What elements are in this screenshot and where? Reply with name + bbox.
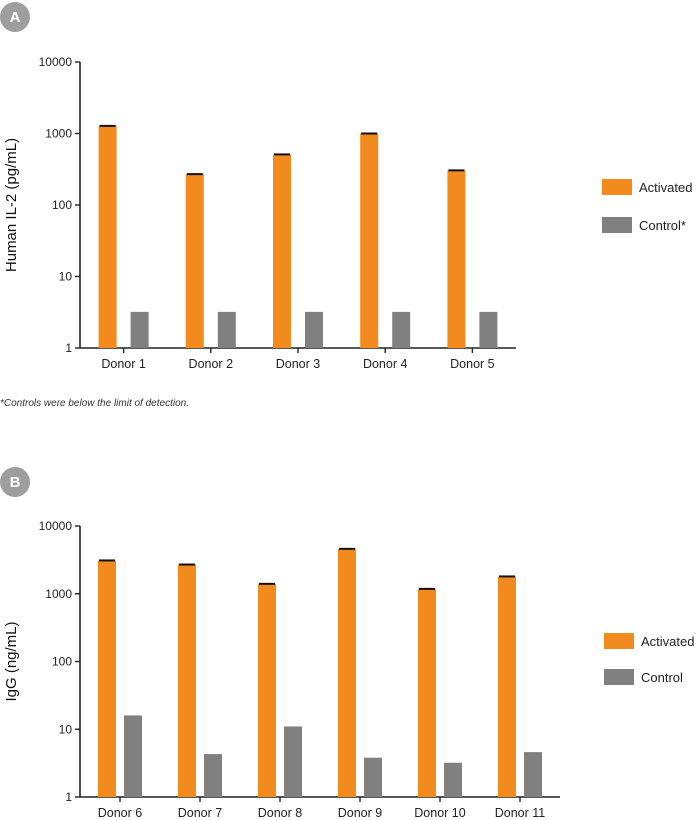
bar-control	[130, 311, 149, 348]
panel-a-letter: A	[10, 9, 21, 26]
legend-label-activated: Activated	[641, 634, 694, 649]
legend-label-control: Control*	[639, 218, 686, 233]
legend-swatch-activated	[604, 633, 634, 649]
panel-b-letter: B	[10, 474, 21, 491]
bar-activated	[338, 548, 356, 797]
bar-activated	[178, 564, 196, 797]
bar-activated	[98, 560, 116, 797]
x-tick-label: Donor 1	[101, 357, 146, 371]
bar-control	[204, 754, 222, 797]
y-tick-label: 1000	[45, 127, 72, 141]
bar-control	[124, 715, 142, 797]
legend-label-activated: Activated	[639, 180, 692, 195]
chart-a: Human IL-2 (pg/mL) 1 10 100 1000 10000 Donor 1…	[3, 55, 692, 371]
y-axis-title: Human IL-2 (pg/mL)	[3, 138, 20, 272]
x-tick-label: Donor 9	[338, 806, 383, 820]
y-tick-label: 100	[52, 198, 72, 212]
bar-activated	[498, 576, 516, 797]
chart-b: IgG (ng/mL) 1 10 100 1000 10000 Donor 6 Donor 7…	[3, 519, 694, 820]
bar-activated	[447, 170, 466, 348]
legend-swatch-activated	[602, 179, 632, 195]
y-axis-title: IgG (ng/mL)	[3, 621, 20, 701]
bar-activated	[273, 154, 291, 348]
bar-activated	[258, 583, 276, 797]
y-tick-label: 10000	[39, 55, 73, 69]
x-tick-label: Donor 2	[189, 357, 234, 371]
footnote: *Controls were below the limit of detect…	[0, 398, 189, 409]
x-tick-label: Donor 5	[450, 357, 495, 371]
x-tick-label: Donor 3	[276, 357, 321, 371]
bar-control	[479, 311, 498, 348]
bar-activated	[360, 133, 379, 348]
y-tick-label: 10	[59, 722, 73, 736]
bar-activated	[185, 174, 204, 348]
x-tick-label: Donor 11	[495, 806, 546, 820]
bar-control	[284, 726, 302, 797]
x-tick-label: Donor 4	[363, 357, 408, 371]
y-tick-label: 10000	[39, 519, 73, 533]
bar-activated	[98, 125, 117, 348]
bar-control	[444, 762, 462, 797]
panel-b-badge: B	[0, 467, 30, 497]
y-tick-label: 1	[65, 790, 72, 804]
bar-control	[305, 311, 323, 348]
legend-label-control: Control	[641, 670, 683, 685]
x-tick-label: Donor 6	[98, 806, 143, 820]
bar-control	[524, 752, 542, 797]
x-tick-label: Donor 7	[178, 806, 223, 820]
bar-control	[217, 311, 236, 348]
legend-swatch-control	[602, 217, 632, 233]
x-tick-label: Donor 8	[258, 806, 303, 820]
legend-swatch-control	[604, 669, 634, 685]
y-tick-label: 1000	[45, 587, 72, 601]
y-tick-label: 100	[52, 655, 72, 669]
bar-control	[364, 757, 382, 797]
panel-a-badge: A	[0, 2, 30, 32]
x-tick-label: Donor 10	[414, 806, 465, 820]
y-tick-label: 10	[59, 270, 73, 284]
bar-control	[392, 311, 411, 348]
bar-activated	[418, 588, 436, 797]
y-tick-label: 1	[65, 341, 72, 355]
